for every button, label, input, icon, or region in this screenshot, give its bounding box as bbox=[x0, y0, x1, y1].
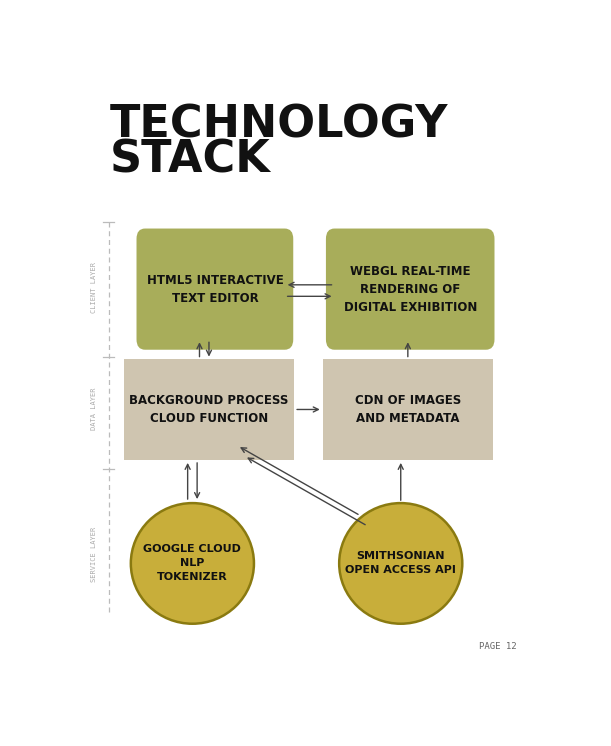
Text: CLIENT LAYER: CLIENT LAYER bbox=[92, 262, 97, 313]
Text: PAGE 12: PAGE 12 bbox=[479, 642, 517, 651]
Text: STACK: STACK bbox=[109, 138, 270, 181]
Text: TECHNOLOGY: TECHNOLOGY bbox=[109, 104, 448, 147]
Text: SERVICE LAYER: SERVICE LAYER bbox=[92, 527, 97, 583]
FancyBboxPatch shape bbox=[123, 360, 295, 460]
Text: GOOGLE CLOUD
NLP
TOKENIZER: GOOGLE CLOUD NLP TOKENIZER bbox=[144, 545, 241, 583]
Text: HTML5 INTERACTIVE
TEXT EDITOR: HTML5 INTERACTIVE TEXT EDITOR bbox=[147, 274, 284, 304]
Text: SMITHSONIAN
OPEN ACCESS API: SMITHSONIAN OPEN ACCESS API bbox=[345, 551, 456, 575]
Ellipse shape bbox=[131, 503, 254, 624]
Text: WEBGL REAL-TIME
RENDERING OF
DIGITAL EXHIBITION: WEBGL REAL-TIME RENDERING OF DIGITAL EXH… bbox=[343, 265, 477, 313]
FancyBboxPatch shape bbox=[326, 228, 494, 350]
FancyBboxPatch shape bbox=[136, 228, 293, 350]
Text: BACKGROUND PROCESS
CLOUD FUNCTION: BACKGROUND PROCESS CLOUD FUNCTION bbox=[130, 394, 288, 425]
FancyBboxPatch shape bbox=[323, 360, 493, 460]
Ellipse shape bbox=[339, 503, 463, 624]
Text: CDN OF IMAGES
AND METADATA: CDN OF IMAGES AND METADATA bbox=[355, 394, 461, 425]
Text: DATA LAYER: DATA LAYER bbox=[92, 387, 97, 430]
